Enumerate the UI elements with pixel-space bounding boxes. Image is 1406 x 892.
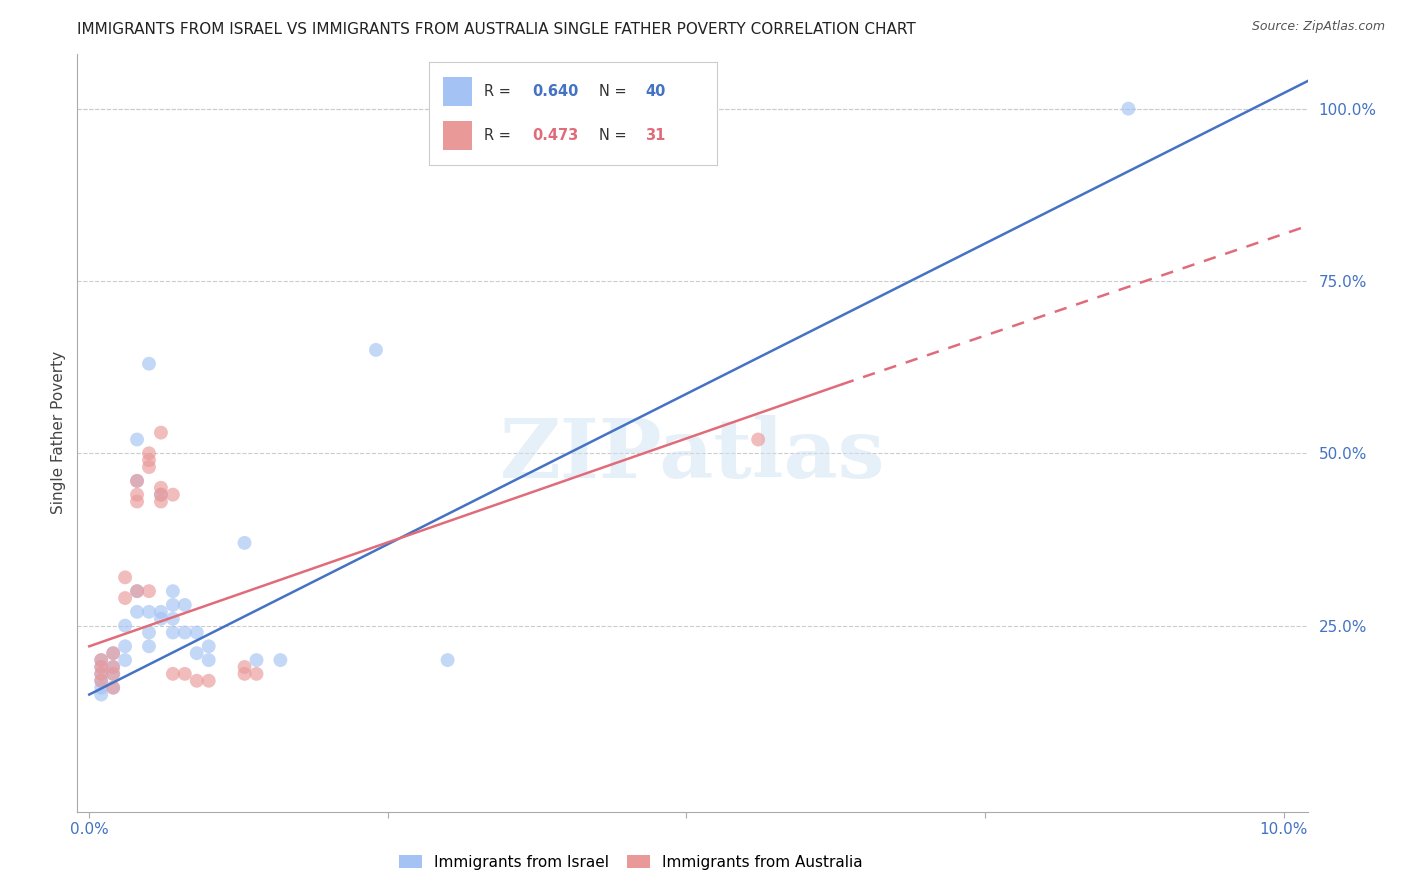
Point	[101, 681, 124, 695]
Text: R =: R =	[484, 84, 515, 99]
Point	[747, 433, 769, 447]
Point	[90, 653, 112, 667]
Text: ZIPatlas: ZIPatlas	[499, 416, 886, 495]
Point	[138, 640, 160, 654]
Point	[90, 660, 112, 674]
Point	[125, 474, 148, 488]
Point	[138, 460, 160, 475]
Point	[186, 625, 208, 640]
Point	[162, 598, 184, 612]
Point	[186, 646, 208, 660]
Point	[173, 666, 195, 681]
FancyBboxPatch shape	[443, 77, 472, 105]
Point	[162, 584, 184, 599]
Text: R =: R =	[484, 128, 515, 143]
Point	[90, 688, 112, 702]
Text: 31: 31	[645, 128, 665, 143]
Point	[149, 494, 172, 508]
Point	[90, 653, 112, 667]
Text: N =: N =	[599, 128, 636, 143]
FancyBboxPatch shape	[443, 121, 472, 150]
Point	[90, 673, 112, 688]
Point	[101, 681, 124, 695]
Point	[149, 425, 172, 440]
Legend: Immigrants from Israel, Immigrants from Australia: Immigrants from Israel, Immigrants from …	[392, 849, 869, 876]
Point	[90, 681, 112, 695]
Point	[125, 584, 148, 599]
Text: N =: N =	[599, 84, 631, 99]
Point	[162, 612, 184, 626]
Point	[186, 673, 208, 688]
Text: Source: ZipAtlas.com: Source: ZipAtlas.com	[1251, 20, 1385, 33]
Point	[436, 653, 458, 667]
Text: 40: 40	[645, 84, 665, 99]
Point	[245, 653, 267, 667]
Point	[125, 584, 148, 599]
Point	[149, 481, 172, 495]
Y-axis label: Single Father Poverty: Single Father Poverty	[51, 351, 66, 514]
Point	[197, 640, 219, 654]
Point	[149, 605, 172, 619]
Point	[162, 666, 184, 681]
Point	[101, 646, 124, 660]
Point	[90, 666, 112, 681]
Point	[114, 591, 136, 605]
Point	[149, 612, 172, 626]
Point	[173, 625, 195, 640]
Point	[138, 605, 160, 619]
Point	[149, 488, 172, 502]
Point	[125, 488, 148, 502]
Point	[114, 618, 136, 632]
Point	[138, 446, 160, 460]
Point	[138, 625, 160, 640]
Point	[173, 598, 195, 612]
Point	[101, 666, 124, 681]
Point	[125, 433, 148, 447]
Point	[269, 653, 291, 667]
Point	[197, 653, 219, 667]
Point	[1118, 102, 1140, 116]
Point	[125, 605, 148, 619]
Point	[90, 660, 112, 674]
Point	[233, 666, 256, 681]
Point	[90, 666, 112, 681]
Point	[149, 488, 172, 502]
Point	[101, 660, 124, 674]
Point	[138, 357, 160, 371]
Point	[114, 653, 136, 667]
Text: 0.640: 0.640	[533, 84, 579, 99]
Point	[90, 673, 112, 688]
Point	[114, 570, 136, 584]
Point	[162, 488, 184, 502]
Point	[101, 646, 124, 660]
Point	[233, 536, 256, 550]
Point	[101, 666, 124, 681]
Point	[364, 343, 387, 357]
Point	[162, 625, 184, 640]
Point	[125, 494, 148, 508]
Point	[101, 660, 124, 674]
Point	[114, 640, 136, 654]
Point	[138, 584, 160, 599]
Text: 0.473: 0.473	[533, 128, 579, 143]
Point	[233, 660, 256, 674]
Point	[245, 666, 267, 681]
Point	[138, 453, 160, 467]
Text: IMMIGRANTS FROM ISRAEL VS IMMIGRANTS FROM AUSTRALIA SINGLE FATHER POVERTY CORREL: IMMIGRANTS FROM ISRAEL VS IMMIGRANTS FRO…	[77, 22, 917, 37]
Point	[197, 673, 219, 688]
Point	[125, 474, 148, 488]
